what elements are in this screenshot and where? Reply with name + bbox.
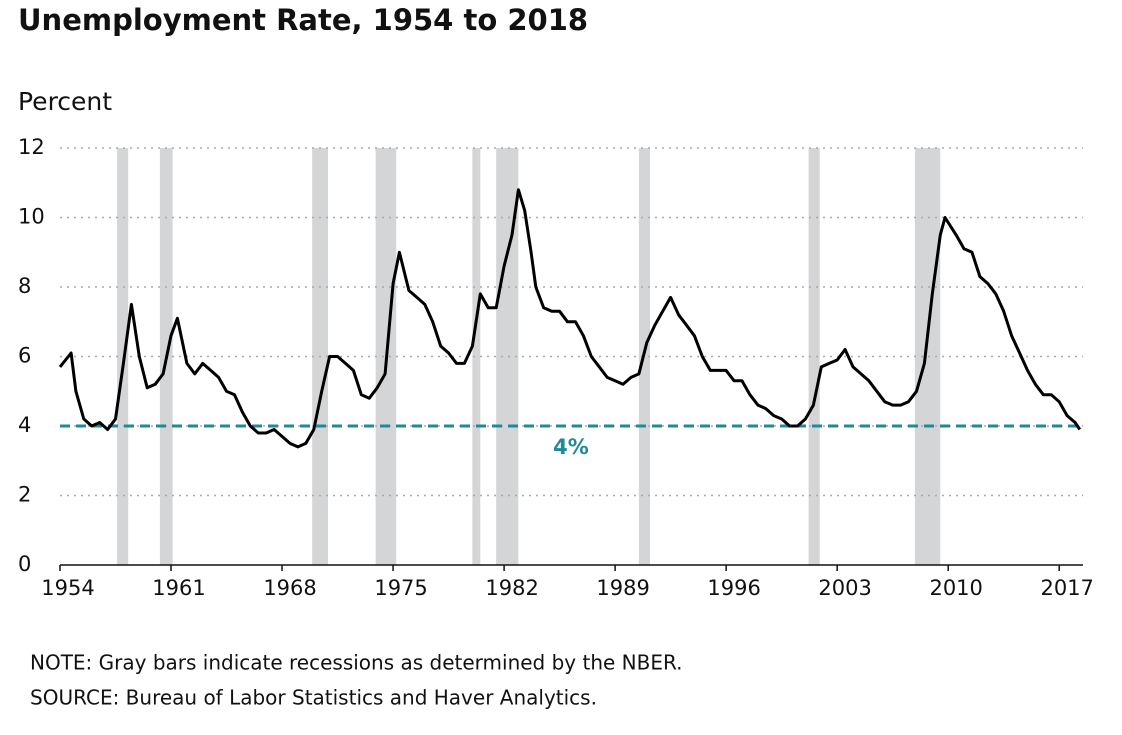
chart-title: Unemployment Rate, 1954 to 2018 [18, 3, 588, 37]
recession-bar [472, 148, 481, 565]
y-tick-label: 8 [18, 274, 31, 298]
y-tick-label: 0 [18, 552, 31, 576]
data-line [58, 188, 1082, 449]
x-tick-label: 1989 [596, 576, 649, 600]
y-axis-label: Percent [18, 87, 112, 116]
x-tick-label: 1954 [41, 576, 94, 600]
y-tick-label: 2 [18, 483, 31, 507]
x-tick-label: 2003 [818, 576, 871, 600]
recession-bar [496, 148, 519, 565]
reference-label: 4% [553, 435, 589, 459]
recession-bar [808, 148, 820, 565]
x-tick-label: 1975 [374, 576, 427, 600]
y-tick-label: 12 [18, 135, 45, 159]
x-tick-label: 2017 [1040, 576, 1093, 600]
y-tick-label: 10 [18, 205, 45, 229]
x-tick-label: 1982 [485, 576, 538, 600]
note: NOTE: Gray bars indicate recessions as d… [30, 651, 683, 675]
x-tick-label: 2010 [929, 576, 982, 600]
source: SOURCE: Bureau of Labor Statistics and H… [30, 686, 597, 710]
y-tick-label: 6 [18, 344, 31, 368]
x-tick-label: 1996 [707, 576, 760, 600]
recession-bar [117, 148, 129, 565]
x-tick-label: 1961 [152, 576, 205, 600]
x-tick-label: 1968 [263, 576, 316, 600]
y-tick-label: 4 [18, 413, 31, 437]
